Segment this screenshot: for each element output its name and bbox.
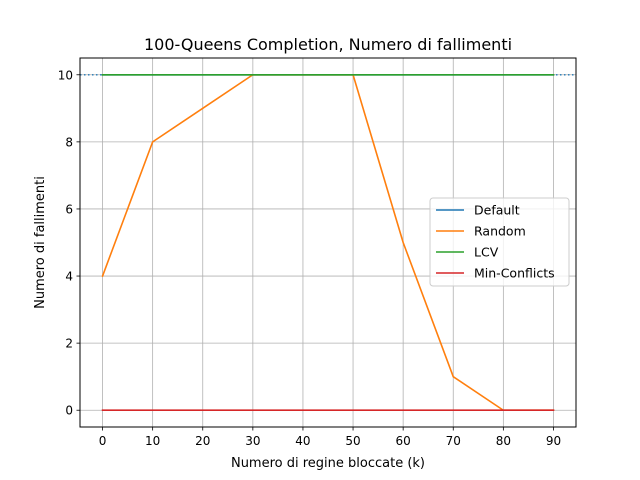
series-lines	[101, 73, 555, 412]
x-tick-label: 30	[245, 434, 260, 448]
legend: Default Random LCV Min-Conflicts	[429, 197, 570, 287]
x-tick-label: 60	[396, 434, 411, 448]
x-tick-label: 0	[99, 434, 107, 448]
x-tick-label: 50	[345, 434, 360, 448]
x-tick-label: 90	[546, 434, 561, 448]
legend-label-default: Default	[474, 203, 520, 218]
x-axis-label: Numero di regine bloccate (k)	[231, 456, 425, 471]
y-tick-label: 8	[65, 135, 73, 149]
plot-frame	[79, 57, 577, 428]
y-tick-label: 0	[65, 404, 73, 418]
x-tick-label: 80	[496, 434, 511, 448]
x-tick-label: 40	[295, 434, 310, 448]
x-tick-label: 70	[446, 434, 461, 448]
legend-label-min-conflicts: Min-Conflicts	[474, 266, 555, 281]
x-tick-label: 10	[145, 434, 160, 448]
legend-label-lcv: LCV	[474, 245, 499, 260]
y-axis-label: Numero di fallimenti	[33, 176, 48, 309]
y-tick-label: 4	[65, 270, 73, 284]
x-tick-label: 20	[195, 434, 210, 448]
y-tick-label: 10	[58, 68, 73, 82]
legend-label-random: Random	[474, 224, 526, 239]
chart-title: 100-Queens Completion, Numero di fallime…	[144, 35, 512, 54]
legend-frame	[429, 197, 570, 287]
y-tick-label: 6	[65, 202, 73, 216]
axis-ticks: 0 10 20 30 40 50 60 70 80 90 0 2 4 6 8 10	[58, 68, 561, 448]
y-tick-label: 2	[65, 337, 73, 351]
